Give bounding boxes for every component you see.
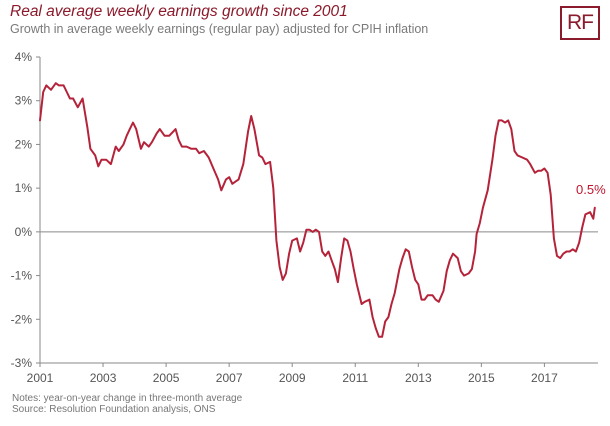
x-tick-label: 2013 [405,371,432,385]
x-tick-label: 2017 [531,371,558,385]
y-tick-label: 0% [15,225,33,239]
source-text: Source: Resolution Foundation analysis, … [12,404,216,415]
earnings-growth-line [39,82,596,338]
x-tick-label: 2007 [216,371,243,385]
x-tick-label: 2003 [90,371,117,385]
chart-subtitle: Growth in average weekly earnings (regul… [10,22,429,36]
y-tick-label: -2% [11,312,33,326]
y-tick-label: 4% [15,50,33,64]
chart-footnotes: Notes: year-on-year change in three-mont… [12,393,242,415]
x-tick-label: 2011 [342,371,368,385]
resolution-foundation-logo: RF [560,6,600,40]
notes-text: Notes: year-on-year change in three-mont… [12,393,243,404]
chart-title: Real average weekly earnings growth sinc… [10,3,348,20]
x-tick-label: 2015 [468,371,495,385]
x-tick-label: 2009 [279,371,306,385]
y-tick-label: -1% [11,269,33,283]
y-tick-label: 2% [15,137,33,151]
latest-value-annotation: 0.5% [576,182,606,197]
y-tick-label: 3% [15,94,33,108]
y-tick-label: 1% [15,181,33,195]
x-tick-label: 2005 [153,371,180,385]
y-tick-label: -3% [11,356,33,370]
x-tick-label: 2001 [27,371,54,385]
